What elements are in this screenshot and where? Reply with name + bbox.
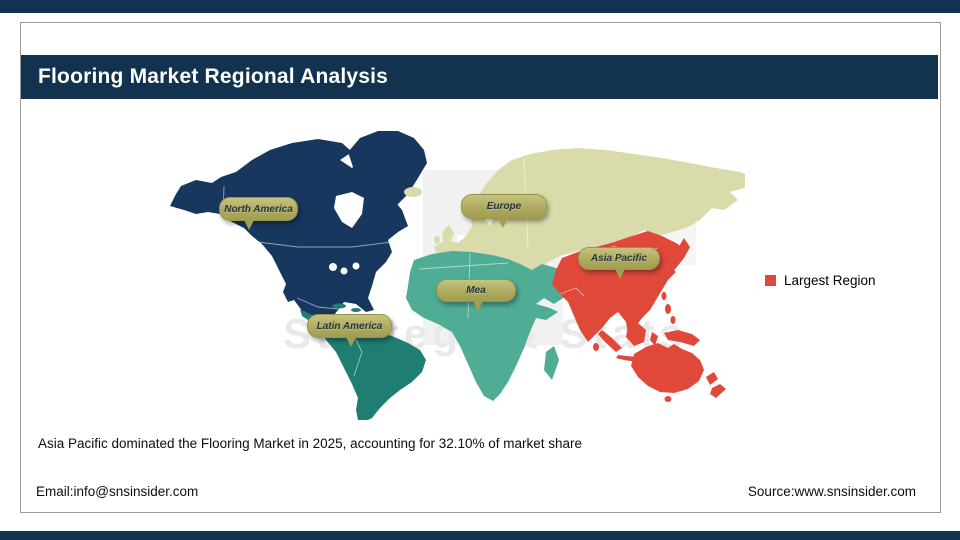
page-title: Flooring Market Regional Analysis <box>38 65 389 88</box>
map-label-text: North America <box>224 203 293 215</box>
great-lake <box>340 267 348 275</box>
footer-email: Email:info@snsinsider.com <box>36 484 199 499</box>
legend: Largest Region <box>765 273 876 288</box>
map-sulawesi <box>650 332 658 346</box>
map-label-text: Asia Pacific <box>590 253 648 264</box>
map-label-text: Europe <box>486 201 522 212</box>
map-hispaniola <box>351 308 361 312</box>
map-label-text: Mea <box>466 285 486 296</box>
map-iceland <box>404 187 422 197</box>
map-sri-lanka <box>593 343 599 351</box>
map-region-north-america <box>170 139 408 330</box>
map-label-text: Latin America <box>316 320 383 332</box>
annotation-text: Asia Pacific dominated the Flooring Mark… <box>38 436 583 451</box>
map-uk <box>442 225 454 244</box>
legend-label: Largest Region <box>784 273 876 288</box>
legend-swatch-largest-region <box>765 275 776 286</box>
map-region-mea <box>406 251 576 401</box>
map-japan <box>656 238 690 287</box>
map-philippines <box>665 304 671 314</box>
map-tasmania <box>664 396 672 402</box>
map-region-latin-america <box>318 318 426 420</box>
footer-source: Source:www.snsinsider.com <box>747 484 916 499</box>
label-pointer <box>244 220 254 230</box>
map-taiwan <box>661 292 667 300</box>
label-pointer <box>615 269 625 279</box>
map-label-latin-america: Latin America <box>307 314 392 347</box>
world-map: Strategy & Stats <box>165 110 745 420</box>
top-accent-band <box>0 0 960 13</box>
bottom-accent-band <box>0 531 960 540</box>
map-label-europe: Europe <box>461 194 547 228</box>
map-cuba <box>332 303 346 309</box>
map-borneo <box>626 323 646 346</box>
great-lake <box>329 263 337 271</box>
hudson-bay <box>334 192 364 228</box>
label-pointer <box>346 337 356 347</box>
great-lake <box>352 262 360 270</box>
map-australia <box>631 343 704 393</box>
map-madagascar <box>544 346 559 380</box>
map-label-north-america: North America <box>219 197 298 230</box>
map-label-asia-pacific: Asia Pacific <box>578 247 660 279</box>
map-label-mea: Mea <box>436 279 516 311</box>
header-bar: Flooring Market Regional Analysis <box>21 55 938 99</box>
map-philippines <box>670 316 676 324</box>
label-pointer <box>498 218 508 228</box>
map-ireland <box>434 236 440 244</box>
map-sumatra <box>598 330 622 352</box>
label-pointer <box>473 301 483 311</box>
map-new-guinea <box>664 330 700 346</box>
map-new-zealand <box>706 372 726 398</box>
